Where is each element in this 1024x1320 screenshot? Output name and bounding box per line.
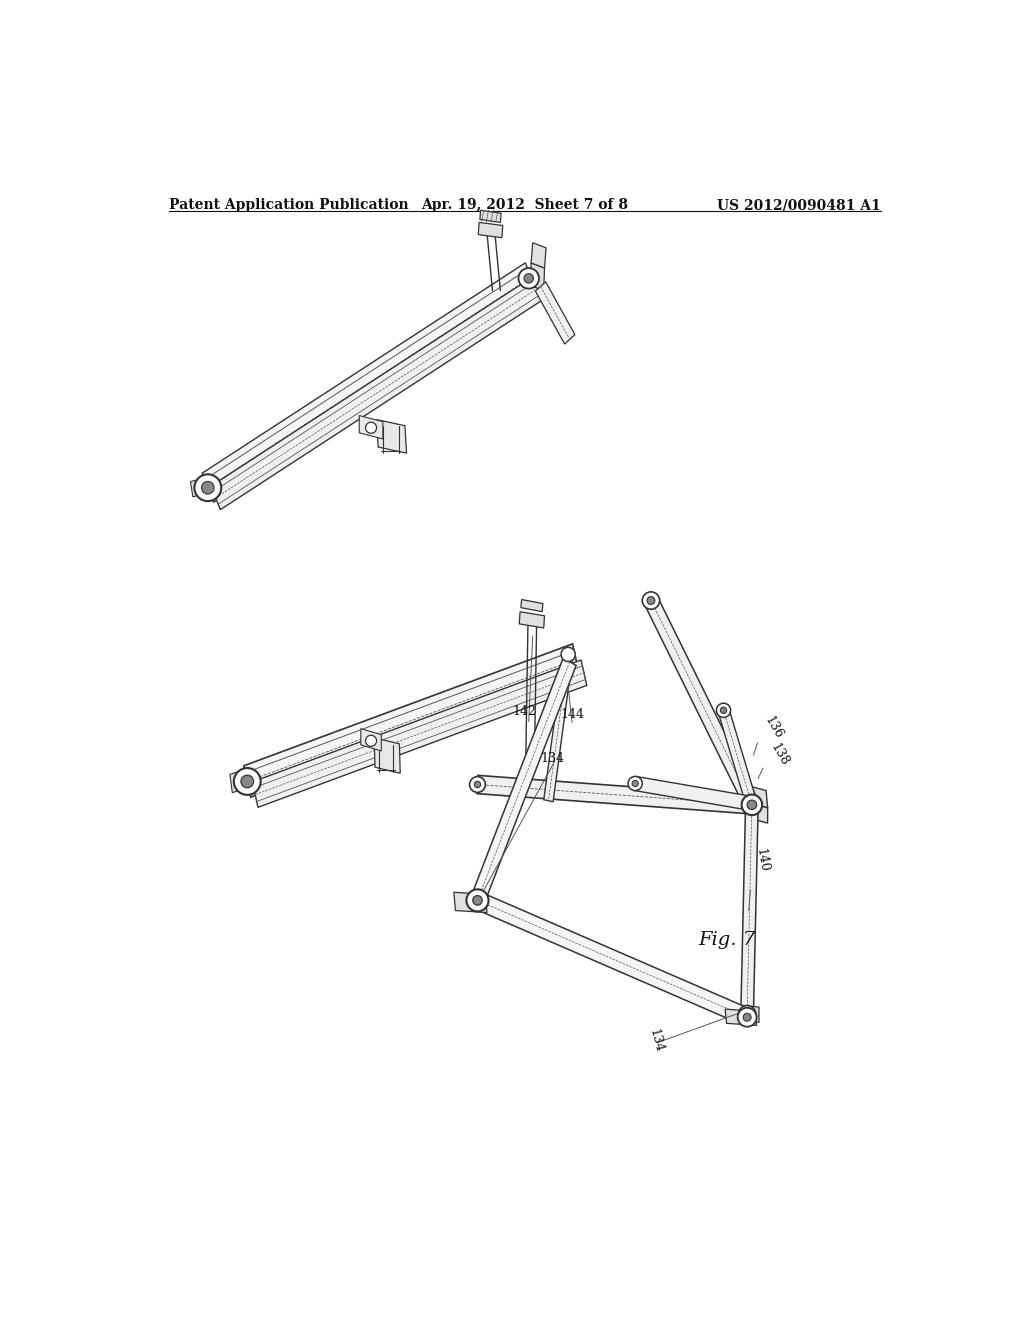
Polygon shape <box>725 1008 757 1026</box>
Circle shape <box>632 780 638 787</box>
Polygon shape <box>544 653 572 801</box>
Circle shape <box>741 795 762 814</box>
Text: 136: 136 <box>762 714 784 742</box>
Polygon shape <box>360 729 381 751</box>
Polygon shape <box>374 738 400 774</box>
Circle shape <box>195 474 221 502</box>
Text: Fig. 7: Fig. 7 <box>698 931 756 949</box>
Circle shape <box>647 597 655 605</box>
Circle shape <box>366 422 377 433</box>
Circle shape <box>524 273 534 282</box>
Polygon shape <box>244 644 580 797</box>
Circle shape <box>241 775 254 788</box>
Polygon shape <box>745 801 768 824</box>
Polygon shape <box>477 775 753 814</box>
Circle shape <box>366 735 377 746</box>
Text: Apr. 19, 2012  Sheet 7 of 8: Apr. 19, 2012 Sheet 7 of 8 <box>421 198 629 213</box>
Circle shape <box>748 800 757 809</box>
Polygon shape <box>359 416 383 440</box>
Text: Patent Application Publication: Patent Application Publication <box>169 198 409 213</box>
Text: 140: 140 <box>754 846 770 873</box>
Circle shape <box>474 781 480 788</box>
Polygon shape <box>454 892 487 912</box>
Polygon shape <box>531 243 546 268</box>
Polygon shape <box>645 595 758 809</box>
Circle shape <box>743 1010 751 1018</box>
Circle shape <box>642 591 659 610</box>
Polygon shape <box>230 771 245 792</box>
Polygon shape <box>478 223 503 238</box>
Polygon shape <box>202 263 537 502</box>
Circle shape <box>737 1007 757 1027</box>
Text: 144: 144 <box>560 708 585 721</box>
Polygon shape <box>635 776 755 810</box>
Circle shape <box>518 268 539 289</box>
Polygon shape <box>252 660 587 808</box>
Polygon shape <box>536 281 574 345</box>
Text: 134: 134 <box>647 1027 666 1053</box>
Polygon shape <box>521 599 543 611</box>
Circle shape <box>473 896 482 906</box>
Polygon shape <box>519 611 545 628</box>
Circle shape <box>467 890 488 911</box>
Polygon shape <box>740 805 758 1012</box>
Polygon shape <box>719 708 757 808</box>
Text: 142: 142 <box>512 705 536 718</box>
Circle shape <box>202 482 214 494</box>
Circle shape <box>470 776 485 792</box>
Text: US 2012/0090481 A1: US 2012/0090481 A1 <box>717 198 881 213</box>
Polygon shape <box>475 892 750 1026</box>
Polygon shape <box>190 479 204 496</box>
Polygon shape <box>744 784 768 808</box>
Polygon shape <box>377 420 407 453</box>
Circle shape <box>717 704 730 717</box>
Circle shape <box>720 708 727 713</box>
Polygon shape <box>727 1005 759 1022</box>
Circle shape <box>743 1014 751 1022</box>
Circle shape <box>561 647 575 661</box>
Polygon shape <box>471 657 577 904</box>
Circle shape <box>233 768 261 795</box>
Circle shape <box>738 1006 756 1023</box>
Text: 134: 134 <box>541 751 564 764</box>
Circle shape <box>628 776 642 791</box>
Text: 138: 138 <box>768 742 791 768</box>
Polygon shape <box>530 263 545 290</box>
Polygon shape <box>480 210 501 223</box>
Polygon shape <box>211 276 544 510</box>
